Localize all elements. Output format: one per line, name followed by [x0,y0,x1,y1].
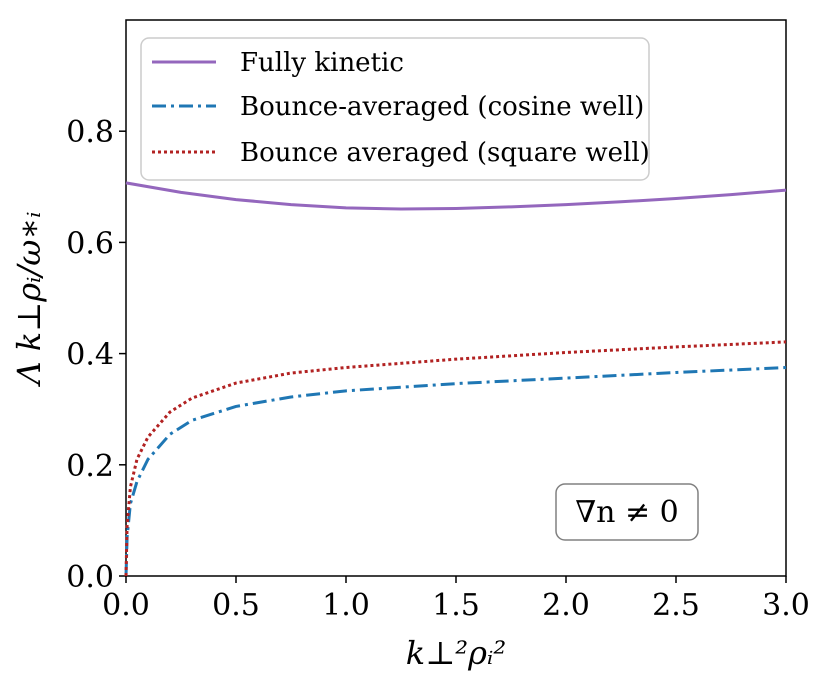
y-tick-label: 0.6 [66,226,114,261]
x-tick-label: 0.5 [212,588,260,623]
series-line-1 [124,366,787,577]
gradient-annotation: ∇n ≠ 0 [555,483,699,541]
y-tick-label: 0.2 [66,449,114,484]
annotation-text: ∇n ≠ 0 [575,495,679,530]
x-tick-label: 2.5 [652,588,700,623]
x-tick-label: 0.0 [102,588,150,623]
legend-box [140,37,650,181]
x-axis-label: k⊥²ρᵢ² [406,634,506,672]
legend-label-fully-kinetic: Fully kinetic [240,48,404,78]
legend-label-square-well: Bounce averaged (square well) [240,138,650,168]
x-tick-label: 3.0 [762,588,810,623]
legend: Fully kinetic Bounce-averaged (cosine we… [140,37,650,181]
x-tick-label: 1.0 [322,588,370,623]
y-axis-label: Λ k⊥ρᵢ/ω∗ᵢ [10,211,48,387]
annotation-box [555,483,699,541]
y-axis-ticks: 0.0 0.2 0.4 0.6 0.8 [66,115,126,595]
series-line-2 [124,340,787,577]
series-line-0 [125,181,787,211]
x-axis-ticks: 0.0 0.5 1.0 1.5 2.0 2.5 3.0 [102,576,810,623]
x-tick-label: 2.0 [542,588,590,623]
series-group [124,181,787,577]
y-tick-label: 0.8 [66,115,114,150]
x-tick-label: 1.5 [432,588,480,623]
y-tick-label: 0.4 [66,338,114,373]
legend-label-cosine-well: Bounce-averaged (cosine well) [240,92,644,122]
y-tick-label: 0.0 [66,560,114,595]
